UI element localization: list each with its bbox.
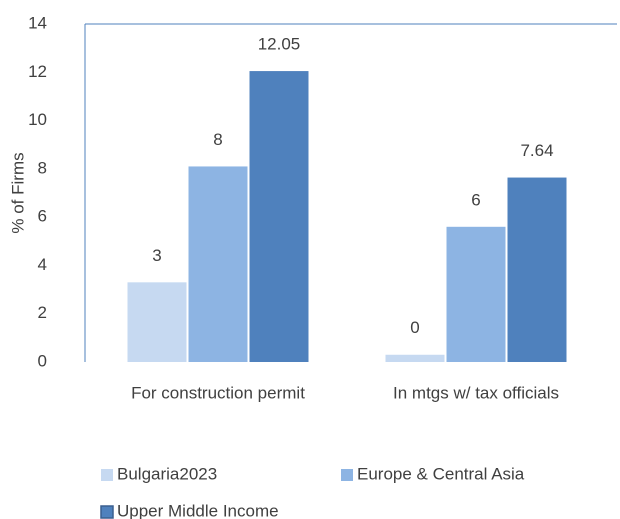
y-tick-label: 6 — [38, 207, 47, 226]
legend-label: Bulgaria2023 — [117, 464, 217, 483]
bar — [507, 177, 567, 362]
data-label: 8 — [213, 130, 222, 149]
legend-label: Upper Middle Income — [117, 501, 279, 519]
bar — [385, 354, 445, 362]
legend-label: Europe & Central Asia — [357, 464, 525, 483]
data-label: 3 — [152, 246, 161, 265]
bar — [188, 166, 248, 362]
y-axis-label: % of Firms — [8, 152, 27, 233]
y-tick-label: 2 — [38, 303, 47, 322]
data-label: 0 — [410, 318, 419, 337]
legend-swatch — [100, 505, 114, 519]
bar — [446, 226, 506, 362]
legend-swatch — [341, 469, 353, 481]
legend-swatch — [101, 469, 113, 481]
bar — [127, 282, 187, 362]
y-tick-label: 14 — [28, 13, 47, 32]
data-label: 12.05 — [258, 35, 301, 54]
bar — [249, 71, 309, 362]
x-tick-label: For construction permit — [131, 383, 305, 402]
x-tick-label: In mtgs w/ tax officials — [393, 383, 559, 402]
y-tick-label: 12 — [28, 62, 47, 81]
data-label: 7.64 — [520, 141, 553, 160]
y-tick-label: 4 — [38, 255, 47, 274]
data-label: 6 — [471, 190, 480, 209]
y-tick-label: 0 — [38, 351, 47, 370]
y-tick-label: 10 — [28, 110, 47, 129]
y-tick-label: 8 — [38, 158, 47, 177]
